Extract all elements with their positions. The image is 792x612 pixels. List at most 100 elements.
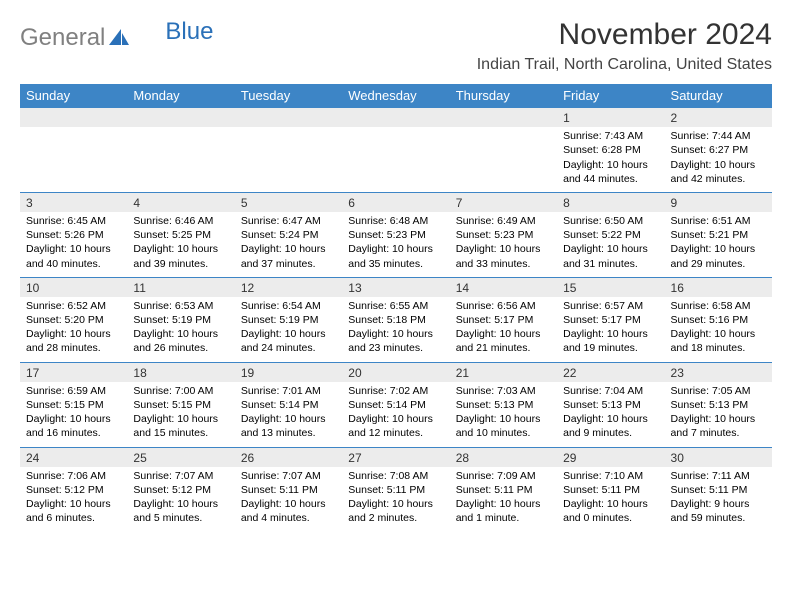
day-data-cell: Sunrise: 7:05 AMSunset: 5:13 PMDaylight:…	[665, 382, 772, 447]
col-saturday: Saturday	[665, 84, 772, 108]
day-data-cell: Sunrise: 7:10 AMSunset: 5:11 PMDaylight:…	[557, 467, 664, 532]
daynum-row: 17181920212223	[20, 362, 772, 382]
col-thursday: Thursday	[450, 84, 557, 108]
daylight: Daylight: 10 hours and 4 minutes.	[241, 497, 336, 525]
day-number-cell: 10	[20, 277, 127, 297]
daylight: Daylight: 10 hours and 9 minutes.	[563, 412, 658, 440]
logo-text-gray: General	[20, 24, 105, 52]
sunset: Sunset: 5:20 PM	[26, 313, 121, 327]
col-friday: Friday	[557, 84, 664, 108]
sunrise: Sunrise: 6:45 AM	[26, 214, 121, 228]
sunrise: Sunrise: 6:50 AM	[563, 214, 658, 228]
sunset: Sunset: 5:11 PM	[241, 483, 336, 497]
day-number-cell	[127, 108, 234, 128]
day-number-cell	[20, 108, 127, 128]
day-number-cell: 14	[450, 277, 557, 297]
day-data-cell: Sunrise: 6:56 AMSunset: 5:17 PMDaylight:…	[450, 297, 557, 362]
daylight: Daylight: 10 hours and 19 minutes.	[563, 327, 658, 355]
calendar-table: Sunday Monday Tuesday Wednesday Thursday…	[20, 84, 772, 531]
day-number-cell: 13	[342, 277, 449, 297]
logo: General Blue	[20, 24, 183, 52]
sunset: Sunset: 5:23 PM	[348, 228, 443, 242]
sunset: Sunset: 5:13 PM	[671, 398, 766, 412]
day-number-cell: 29	[557, 447, 664, 467]
day-number-cell: 19	[235, 362, 342, 382]
day-number-cell: 3	[20, 192, 127, 212]
day-data-cell: Sunrise: 6:53 AMSunset: 5:19 PMDaylight:…	[127, 297, 234, 362]
day-data-cell: Sunrise: 7:00 AMSunset: 5:15 PMDaylight:…	[127, 382, 234, 447]
sunrise: Sunrise: 6:59 AM	[26, 384, 121, 398]
sunset: Sunset: 5:15 PM	[26, 398, 121, 412]
daylight: Daylight: 10 hours and 1 minute.	[456, 497, 551, 525]
daylight: Daylight: 10 hours and 35 minutes.	[348, 242, 443, 270]
day-data-cell	[342, 127, 449, 192]
sunrise: Sunrise: 6:51 AM	[671, 214, 766, 228]
sunrise: Sunrise: 7:07 AM	[241, 469, 336, 483]
day-number-cell: 24	[20, 447, 127, 467]
daylight: Daylight: 10 hours and 18 minutes.	[671, 327, 766, 355]
day-data-cell: Sunrise: 6:54 AMSunset: 5:19 PMDaylight:…	[235, 297, 342, 362]
sunrise: Sunrise: 6:48 AM	[348, 214, 443, 228]
day-data-cell: Sunrise: 6:48 AMSunset: 5:23 PMDaylight:…	[342, 212, 449, 277]
daylight: Daylight: 10 hours and 44 minutes.	[563, 158, 658, 186]
sunrise: Sunrise: 7:11 AM	[671, 469, 766, 483]
day-data-cell: Sunrise: 7:09 AMSunset: 5:11 PMDaylight:…	[450, 467, 557, 532]
daylight: Daylight: 10 hours and 10 minutes.	[456, 412, 551, 440]
day-data-cell	[20, 127, 127, 192]
day-data-cell: Sunrise: 7:11 AMSunset: 5:11 PMDaylight:…	[665, 467, 772, 532]
day-number-cell: 18	[127, 362, 234, 382]
sunset: Sunset: 5:23 PM	[456, 228, 551, 242]
daylight: Daylight: 10 hours and 13 minutes.	[241, 412, 336, 440]
sunset: Sunset: 5:25 PM	[133, 228, 228, 242]
title-block: November 2024 Indian Trail, North Caroli…	[477, 18, 772, 74]
daylight: Daylight: 10 hours and 40 minutes.	[26, 242, 121, 270]
day-number-cell: 11	[127, 277, 234, 297]
data-row: Sunrise: 7:06 AMSunset: 5:12 PMDaylight:…	[20, 467, 772, 532]
col-tuesday: Tuesday	[235, 84, 342, 108]
day-number-cell: 21	[450, 362, 557, 382]
sunset: Sunset: 5:16 PM	[671, 313, 766, 327]
daylight: Daylight: 10 hours and 24 minutes.	[241, 327, 336, 355]
day-number-cell: 1	[557, 108, 664, 128]
daylight: Daylight: 9 hours and 59 minutes.	[671, 497, 766, 525]
day-number-cell: 5	[235, 192, 342, 212]
day-number-cell: 15	[557, 277, 664, 297]
sunset: Sunset: 5:11 PM	[563, 483, 658, 497]
day-number-cell	[450, 108, 557, 128]
sunrise: Sunrise: 7:01 AM	[241, 384, 336, 398]
day-data-cell	[450, 127, 557, 192]
sunset: Sunset: 6:28 PM	[563, 143, 658, 157]
daylight: Daylight: 10 hours and 2 minutes.	[348, 497, 443, 525]
daynum-row: 24252627282930	[20, 447, 772, 467]
sunset: Sunset: 5:15 PM	[133, 398, 228, 412]
daylight: Daylight: 10 hours and 23 minutes.	[348, 327, 443, 355]
sunrise: Sunrise: 7:43 AM	[563, 129, 658, 143]
sunrise: Sunrise: 7:08 AM	[348, 469, 443, 483]
daylight: Daylight: 10 hours and 0 minutes.	[563, 497, 658, 525]
daylight: Daylight: 10 hours and 6 minutes.	[26, 497, 121, 525]
sunset: Sunset: 5:24 PM	[241, 228, 336, 242]
day-data-cell: Sunrise: 6:55 AMSunset: 5:18 PMDaylight:…	[342, 297, 449, 362]
header: General Blue November 2024 Indian Trail,…	[20, 18, 772, 74]
day-number-cell: 27	[342, 447, 449, 467]
daylight: Daylight: 10 hours and 21 minutes.	[456, 327, 551, 355]
day-number-cell: 25	[127, 447, 234, 467]
day-data-cell: Sunrise: 6:59 AMSunset: 5:15 PMDaylight:…	[20, 382, 127, 447]
day-number-cell: 8	[557, 192, 664, 212]
sunset: Sunset: 5:14 PM	[241, 398, 336, 412]
sunrise: Sunrise: 7:07 AM	[133, 469, 228, 483]
day-data-cell: Sunrise: 7:01 AMSunset: 5:14 PMDaylight:…	[235, 382, 342, 447]
sunrise: Sunrise: 7:00 AM	[133, 384, 228, 398]
daylight: Daylight: 10 hours and 12 minutes.	[348, 412, 443, 440]
sunrise: Sunrise: 6:54 AM	[241, 299, 336, 313]
day-data-cell: Sunrise: 7:07 AMSunset: 5:12 PMDaylight:…	[127, 467, 234, 532]
day-data-cell: Sunrise: 7:43 AMSunset: 6:28 PMDaylight:…	[557, 127, 664, 192]
day-data-cell: Sunrise: 7:07 AMSunset: 5:11 PMDaylight:…	[235, 467, 342, 532]
sunset: Sunset: 5:18 PM	[348, 313, 443, 327]
sunset: Sunset: 5:22 PM	[563, 228, 658, 242]
sunrise: Sunrise: 6:46 AM	[133, 214, 228, 228]
day-data-cell: Sunrise: 6:49 AMSunset: 5:23 PMDaylight:…	[450, 212, 557, 277]
day-data-cell: Sunrise: 6:50 AMSunset: 5:22 PMDaylight:…	[557, 212, 664, 277]
day-number-cell: 26	[235, 447, 342, 467]
sunrise: Sunrise: 6:47 AM	[241, 214, 336, 228]
